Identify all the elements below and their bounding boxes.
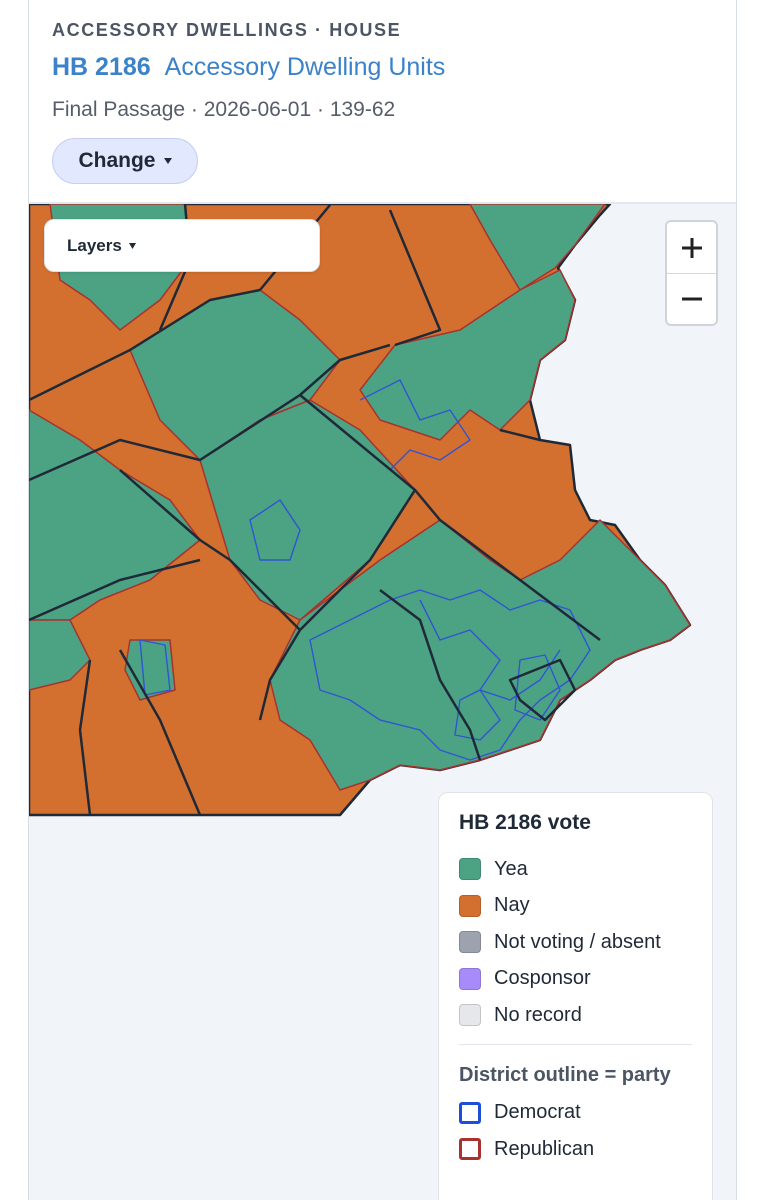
legend-items: Yea Nay Not voting / absent Cosponsor No rec… <box>459 851 692 1034</box>
legend-swatch <box>459 1004 481 1027</box>
button-label: Change <box>78 149 156 172</box>
map[interactable] <box>29 204 736 1200</box>
kicker: ACCESSORY DWELLINGS · HOUSE <box>52 20 402 40</box>
legend-item: Cosponsor <box>459 961 692 998</box>
legend-label: Not voting / absent <box>494 930 661 953</box>
county-lines <box>29 204 601 816</box>
divider <box>459 1043 692 1045</box>
header: ACCESSORY DWELLINGS · HOUSE HB 2186 Acces… <box>29 0 736 204</box>
legend-swatch <box>459 894 481 917</box>
legend-label: Cosponsor <box>494 967 591 990</box>
legend-label: Democrat <box>494 1101 581 1124</box>
layers-button[interactable]: Layers <box>44 219 320 272</box>
legend-label: Yea <box>494 857 528 880</box>
button-label: Layers <box>67 235 122 255</box>
app-frame: ACCESSORY DWELLINGS · HOUSE HB 2186 Acces… <box>28 0 737 1200</box>
outline-title: District outline = party <box>459 1063 671 1086</box>
zoom-out[interactable] <box>667 273 716 325</box>
legend-swatch <box>459 858 481 881</box>
title-line: HB 2186 Accessory Dwelling Units <box>52 53 445 82</box>
legend-swatch <box>459 1101 481 1124</box>
zoom-in[interactable] <box>667 222 716 273</box>
bill-number[interactable]: HB 2186 <box>52 53 151 81</box>
legend-item: Yea <box>459 851 692 888</box>
caret <box>163 158 172 164</box>
legend-label: No record <box>494 1003 582 1026</box>
legend-label: Republican <box>494 1137 595 1160</box>
zoom-control <box>665 220 718 326</box>
legend-item: Democrat <box>459 1095 692 1132</box>
caret <box>128 242 136 249</box>
legend-item: Not voting / absent <box>459 924 692 961</box>
legend-swatch <box>459 967 481 990</box>
legend-item: Republican <box>459 1131 692 1168</box>
legend-item: Nay <box>459 888 692 925</box>
vote-meta: Final Passage · 2026-06-01 · 139-62 <box>52 98 396 121</box>
legend-swatch <box>459 931 481 954</box>
bill-title[interactable]: Accessory Dwelling Units <box>164 53 446 81</box>
change-button[interactable]: Change <box>52 138 198 184</box>
legend-title: HB 2186 vote <box>459 811 591 834</box>
yea-districts <box>29 204 691 791</box>
outline-items: Democrat Republican <box>459 1095 692 1168</box>
legend-item: No record <box>459 997 692 1034</box>
legend-label: Nay <box>494 894 530 917</box>
legend-swatch <box>459 1138 481 1161</box>
legend: HB 2186 vote Yea Nay Not voting / absent Co… <box>438 792 713 1200</box>
